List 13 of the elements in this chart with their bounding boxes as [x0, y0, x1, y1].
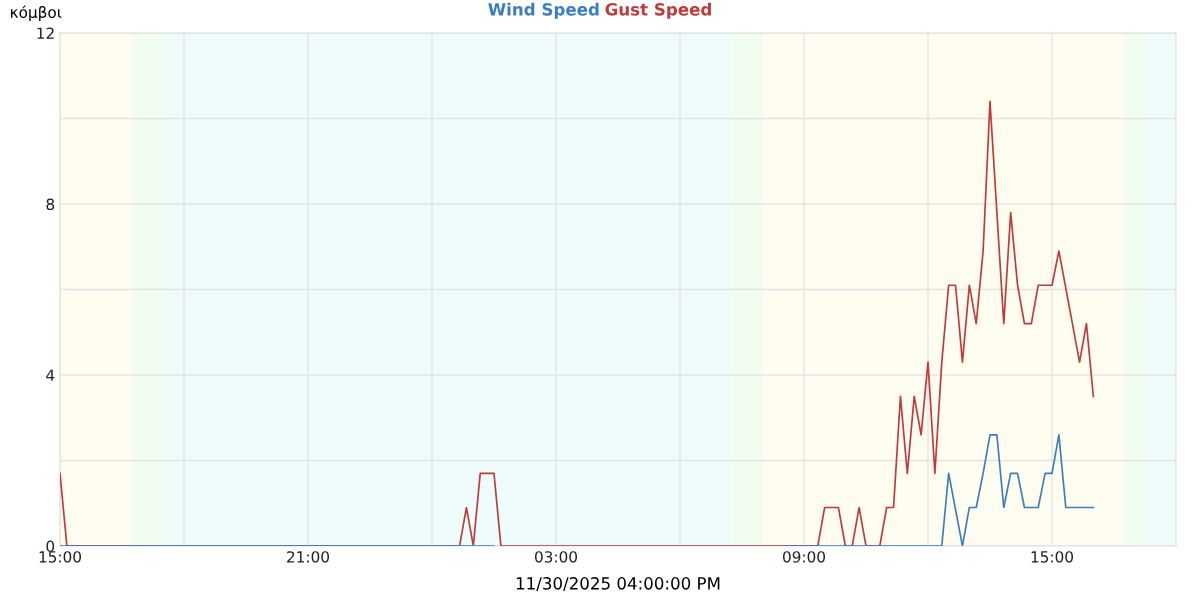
text: Gust Speed — [605, 2, 711, 19]
x-tick-label: 03:00 — [534, 551, 577, 563]
y-tick-label: 12 — [37, 27, 54, 39]
y-tick-label: 8 — [46, 198, 55, 211]
x-axis-title: 11/30/2025 04:00:00 PM — [516, 577, 720, 591]
y-axis-title: κόμβοι — [11, 5, 62, 21]
x-tick-label: 09:00 — [782, 551, 825, 563]
text: Wind Speed — [488, 2, 599, 19]
x-tick-label: 15:00 — [1031, 551, 1073, 563]
x-tick-label: 21:00 — [287, 551, 329, 563]
y-tick-label: 4 — [46, 369, 55, 381]
line-series — [60, 100, 1095, 546]
x-tick-label: 15:00 — [39, 551, 81, 563]
